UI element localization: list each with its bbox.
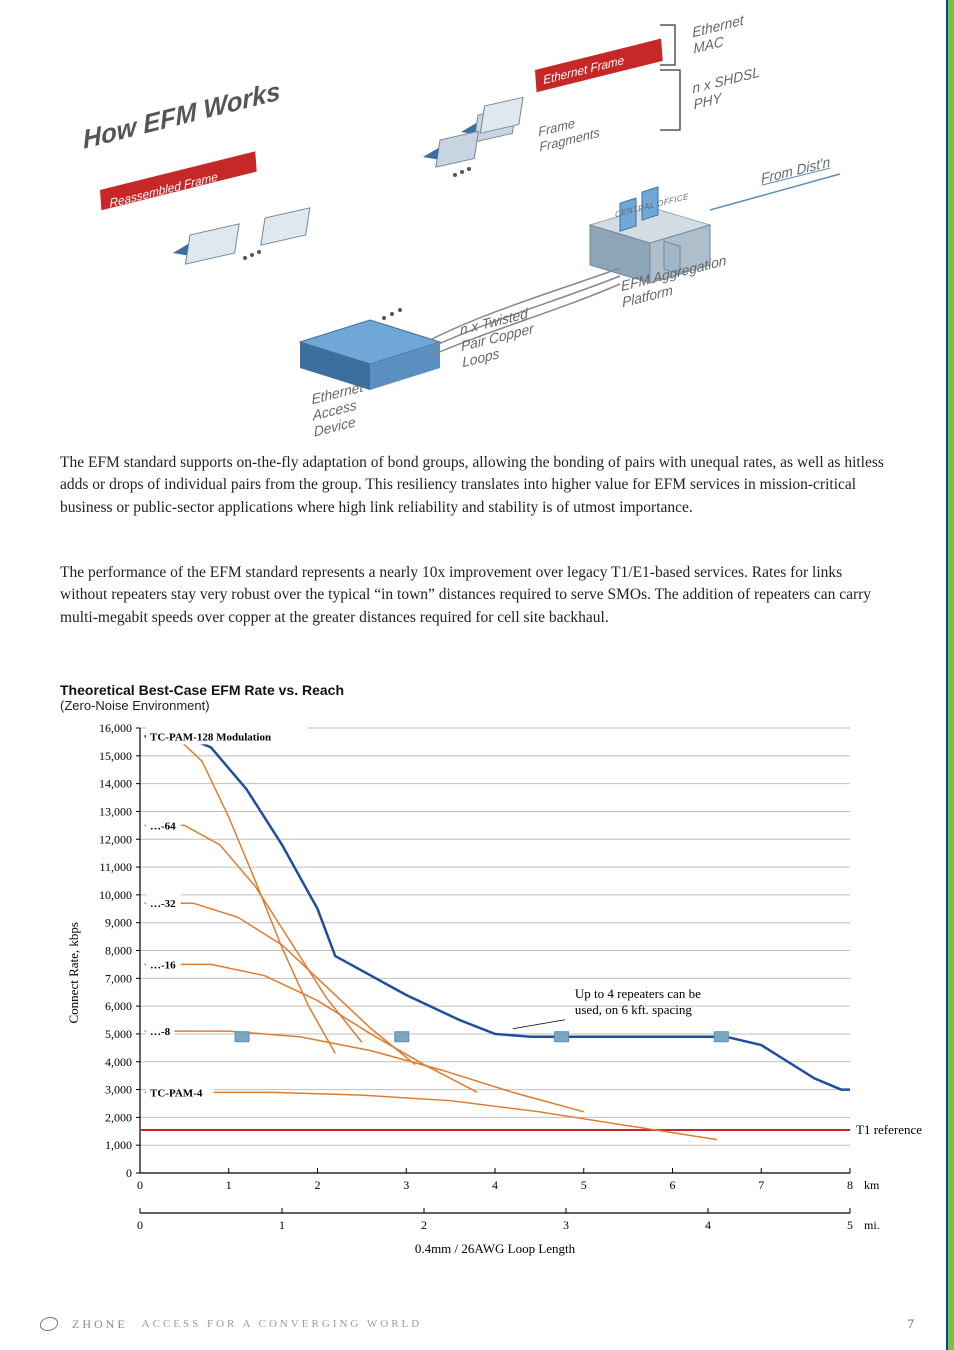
svg-text:1: 1 bbox=[226, 1178, 232, 1192]
svg-text:7: 7 bbox=[758, 1178, 764, 1192]
svg-text:3: 3 bbox=[563, 1218, 569, 1232]
svg-text:0: 0 bbox=[137, 1178, 143, 1192]
svg-text:T1 reference: T1 reference bbox=[856, 1122, 922, 1137]
chart-title: Theoretical Best-Case EFM Rate vs. Reach bbox=[60, 682, 344, 698]
svg-text:6,000: 6,000 bbox=[105, 999, 132, 1013]
svg-text:0.4mm / 26AWG Loop Length: 0.4mm / 26AWG Loop Length bbox=[415, 1241, 576, 1256]
svg-text:used, on 6 kft. spacing: used, on 6 kft. spacing bbox=[575, 1002, 692, 1017]
paragraph-2: The performance of the EFM standard repr… bbox=[60, 562, 890, 629]
svg-text:13,000: 13,000 bbox=[99, 804, 132, 818]
svg-text:km: km bbox=[864, 1178, 880, 1192]
page-footer: ZHONE ACCESS FOR A CONVERGING WORLD 7 bbox=[40, 1316, 914, 1332]
footer-tagline: ACCESS FOR A CONVERGING WORLD bbox=[142, 1318, 423, 1330]
svg-text:2: 2 bbox=[315, 1178, 321, 1192]
svg-text:15,000: 15,000 bbox=[99, 749, 132, 763]
efm-diagram-svg bbox=[60, 10, 890, 440]
svg-text:8,000: 8,000 bbox=[105, 944, 132, 958]
svg-text:3: 3 bbox=[403, 1178, 409, 1192]
footer-brand: ZHONE bbox=[72, 1317, 128, 1332]
svg-text:7,000: 7,000 bbox=[105, 971, 132, 985]
svg-text:1,000: 1,000 bbox=[105, 1138, 132, 1152]
footer-page-number: 7 bbox=[908, 1316, 915, 1332]
svg-text:4: 4 bbox=[492, 1178, 498, 1192]
chart-subtitle: (Zero-Noise Environment) bbox=[60, 698, 344, 713]
svg-text:Up to 4 repeaters can be: Up to 4 repeaters can be bbox=[575, 986, 701, 1001]
svg-text:5: 5 bbox=[847, 1218, 853, 1232]
svg-text:16,000: 16,000 bbox=[99, 721, 132, 735]
svg-text:4: 4 bbox=[705, 1218, 711, 1232]
efm-diagram: How EFM Works EthernetMAC n x SHDSLPHY E… bbox=[60, 10, 890, 440]
svg-text:Connect Rate, kbps: Connect Rate, kbps bbox=[66, 922, 81, 1023]
svg-text:1: 1 bbox=[279, 1218, 285, 1232]
svg-text:…-16: …-16 bbox=[150, 959, 176, 971]
svg-text:2,000: 2,000 bbox=[105, 1110, 132, 1124]
svg-text:2: 2 bbox=[421, 1218, 427, 1232]
svg-text:…-32: …-32 bbox=[150, 898, 176, 910]
svg-text:5,000: 5,000 bbox=[105, 1027, 132, 1041]
svg-text:4,000: 4,000 bbox=[105, 1055, 132, 1069]
svg-text:…-8: …-8 bbox=[150, 1026, 171, 1038]
rate-vs-reach-chart: 0 1,000 2,000 3,000 4,000 5,000 6,000 7,000 8,00… bbox=[60, 718, 930, 1278]
svg-text:10,000: 10,000 bbox=[99, 888, 132, 902]
svg-text:6: 6 bbox=[670, 1178, 676, 1192]
svg-text:14,000: 14,000 bbox=[99, 777, 132, 791]
svg-text:9,000: 9,000 bbox=[105, 916, 132, 930]
svg-text:11,000: 11,000 bbox=[99, 860, 132, 874]
svg-text:0: 0 bbox=[137, 1218, 143, 1232]
svg-text:mi.: mi. bbox=[864, 1218, 880, 1232]
svg-text:TC-PAM-128 Modulation: TC-PAM-128 Modulation bbox=[150, 731, 271, 743]
svg-text:3,000: 3,000 bbox=[105, 1083, 132, 1097]
paragraph-1: The EFM standard supports on-the-fly ada… bbox=[60, 452, 890, 519]
svg-text:5: 5 bbox=[581, 1178, 587, 1192]
svg-text:…-64: …-64 bbox=[150, 820, 176, 832]
svg-text:0: 0 bbox=[126, 1166, 132, 1180]
chart-title-block: Theoretical Best-Case EFM Rate vs. Reach… bbox=[60, 682, 344, 713]
svg-text:12,000: 12,000 bbox=[99, 832, 132, 846]
svg-text:8: 8 bbox=[847, 1178, 853, 1192]
page-accent-border bbox=[948, 0, 954, 1350]
svg-text:TC-PAM-4: TC-PAM-4 bbox=[150, 1087, 203, 1099]
zhone-logo-icon bbox=[39, 1317, 60, 1331]
